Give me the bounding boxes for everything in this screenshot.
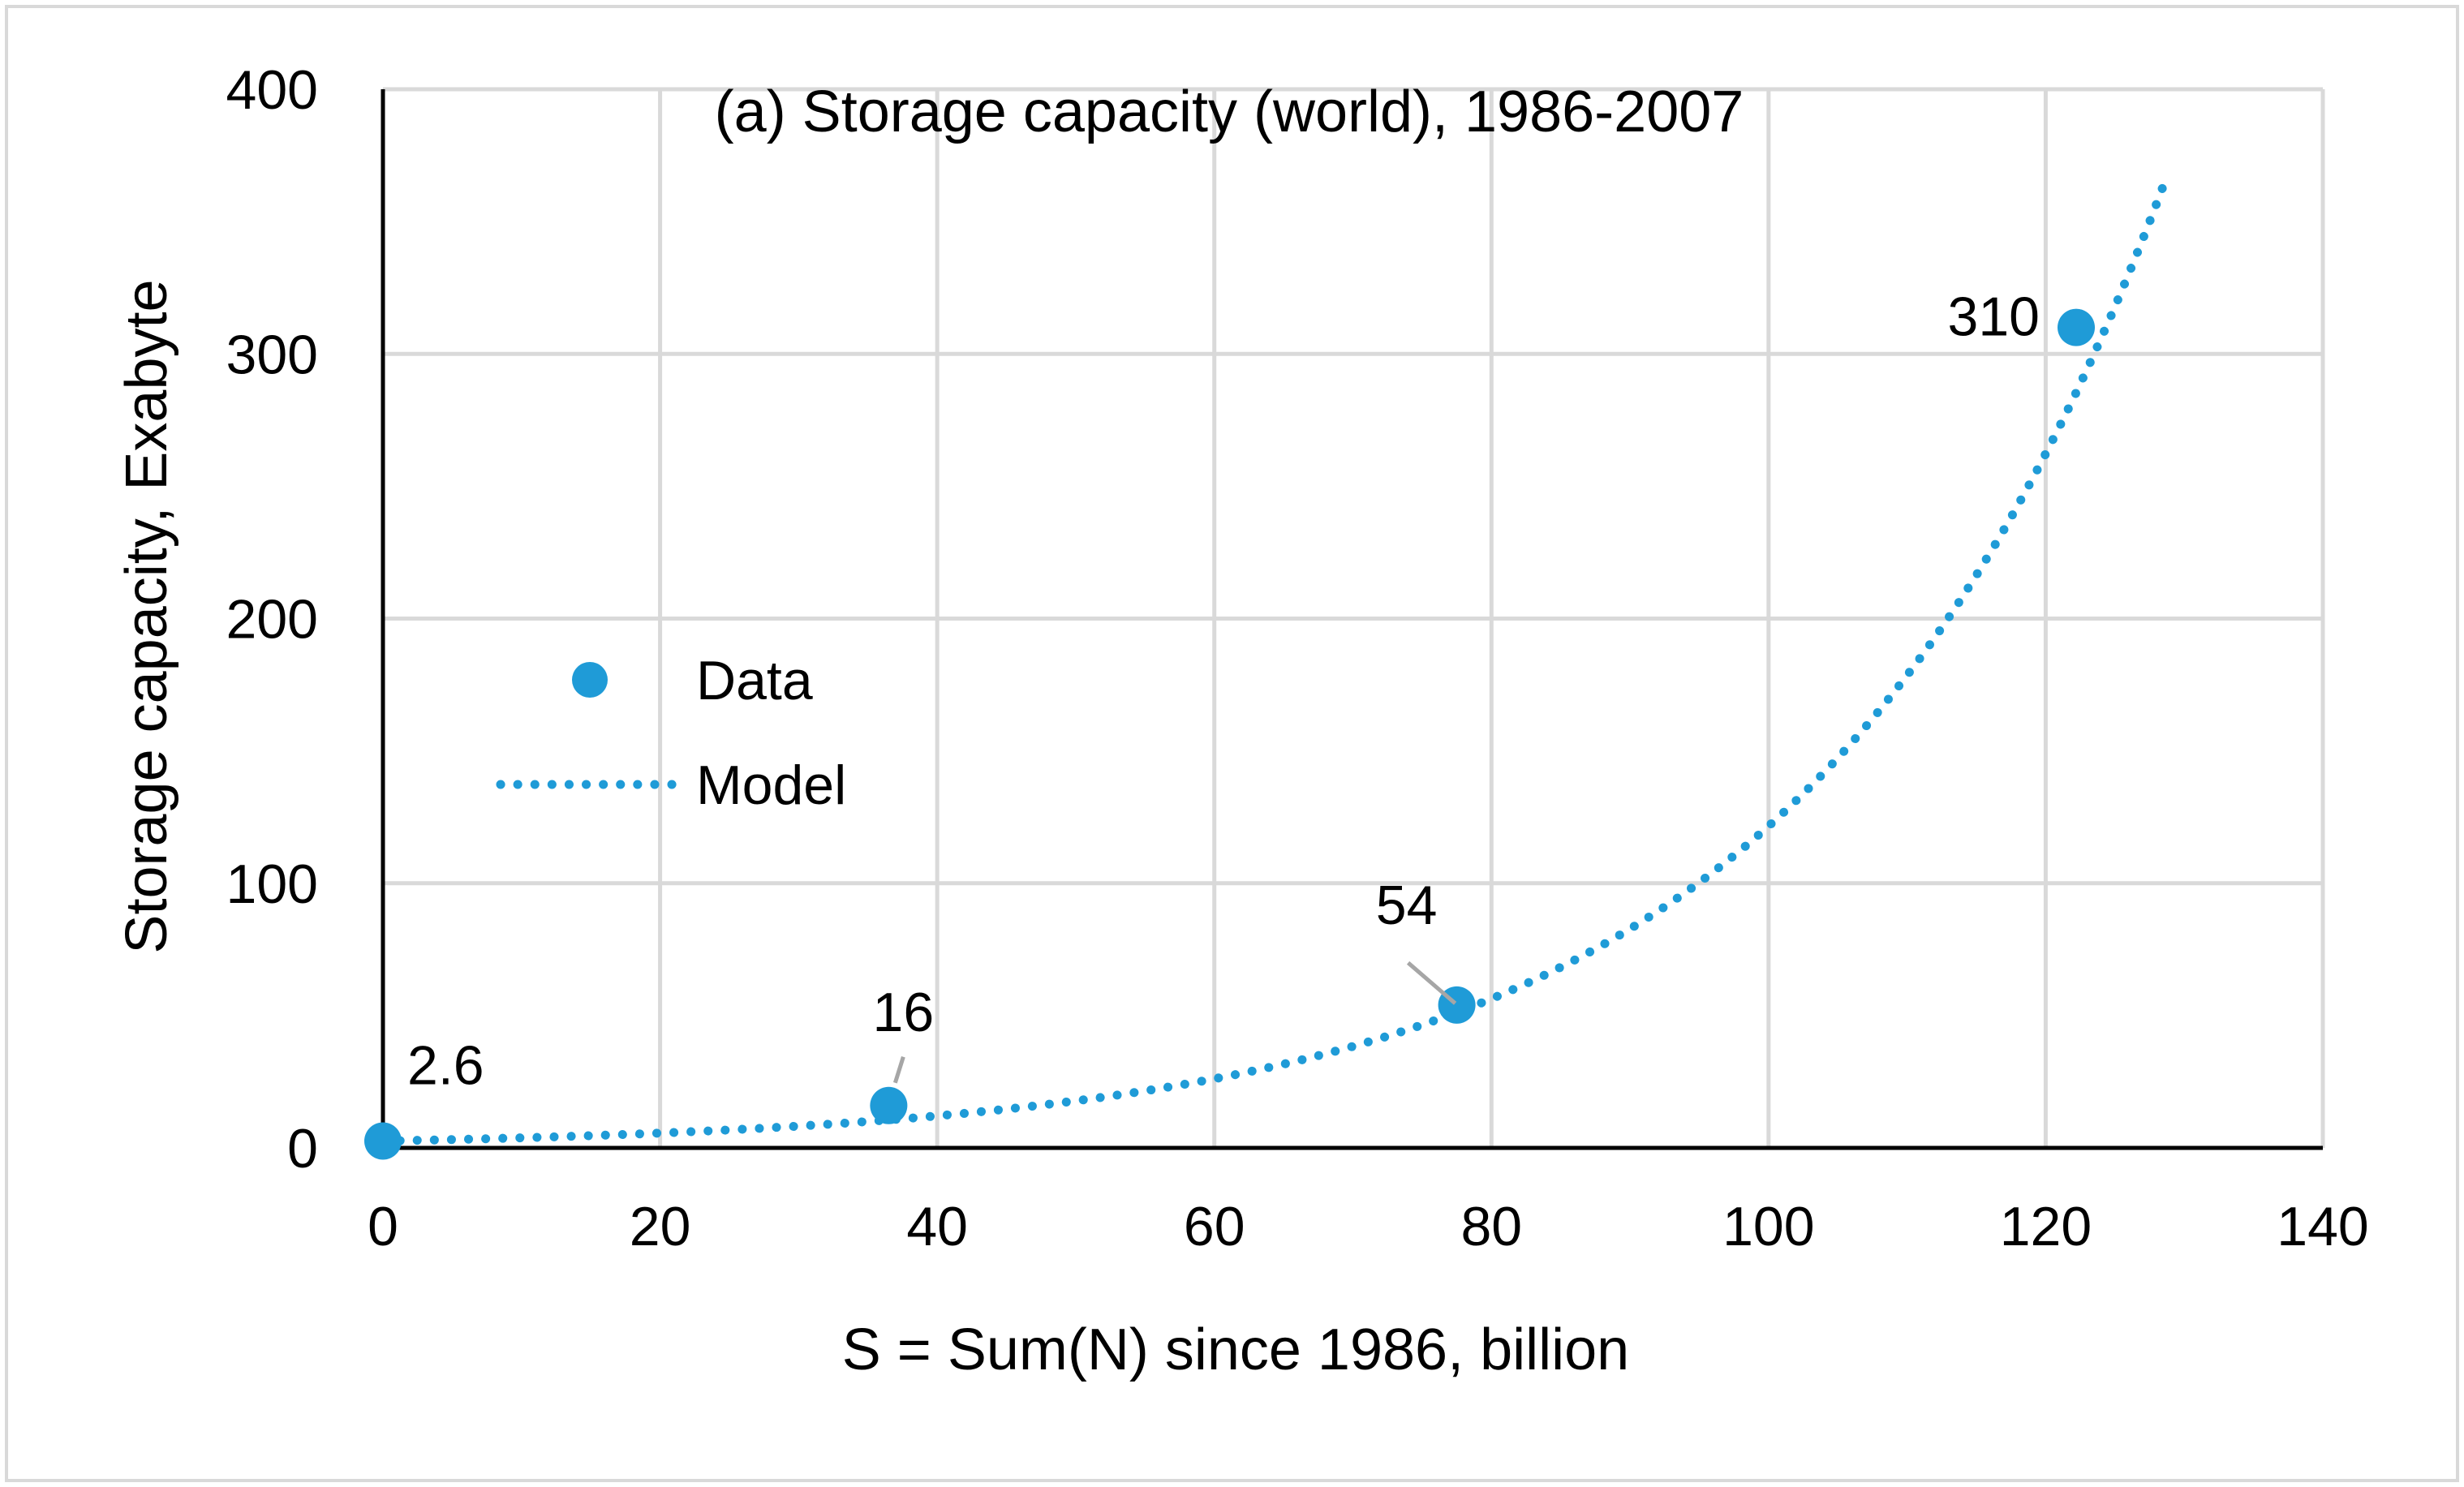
x-tick-labels: 0 20 40 60 80 100 120 140 <box>368 1196 2369 1257</box>
legend-model-label: Model <box>696 754 846 816</box>
y-tick-labels: 0 100 200 300 400 <box>226 59 318 1180</box>
x-axis-title: S = Sum(N) since 1986, billion <box>842 1317 1629 1382</box>
model-curve <box>378 180 2169 1145</box>
legend-data-marker <box>572 662 608 698</box>
chart-border <box>5 5 2459 1482</box>
legend: Data Model <box>496 650 846 816</box>
chart-title: (a) Storage capacity (world), 1986-2007 <box>715 80 1744 144</box>
data-label-leader <box>892 1056 905 1084</box>
y-tick-label: 0 <box>287 1118 318 1180</box>
data-point <box>2058 308 2096 346</box>
x-tick-label: 100 <box>1722 1196 1814 1257</box>
y-tick-label: 300 <box>226 324 318 385</box>
data-label: 2.6 <box>407 1035 484 1097</box>
x-tick-label: 40 <box>906 1196 968 1257</box>
data-label: 16 <box>873 982 935 1043</box>
x-tick-label: 60 <box>1184 1196 1245 1257</box>
x-tick-label: 120 <box>2000 1196 2092 1257</box>
x-tick-label: 140 <box>2277 1196 2368 1257</box>
data-labels: 2.6 16 54 310 <box>407 286 2040 1097</box>
data-point <box>364 1122 402 1160</box>
x-tick-label: 20 <box>630 1196 691 1257</box>
y-tick-label: 100 <box>226 853 318 915</box>
axes <box>381 89 2323 1150</box>
data-label-leader <box>1406 961 1457 1005</box>
x-tick-label: 80 <box>1460 1196 1522 1257</box>
y-tick-label: 200 <box>226 589 318 651</box>
x-tick-label: 0 <box>368 1196 398 1257</box>
data-label: 310 <box>1948 286 2040 348</box>
data-point <box>870 1086 908 1124</box>
y-axis-title: Storage capacity, Exabyte <box>114 279 179 953</box>
data-label: 54 <box>1376 875 1438 936</box>
legend-data-label: Data <box>696 650 813 711</box>
y-tick-label: 400 <box>226 59 318 121</box>
model-series <box>378 180 2169 1145</box>
